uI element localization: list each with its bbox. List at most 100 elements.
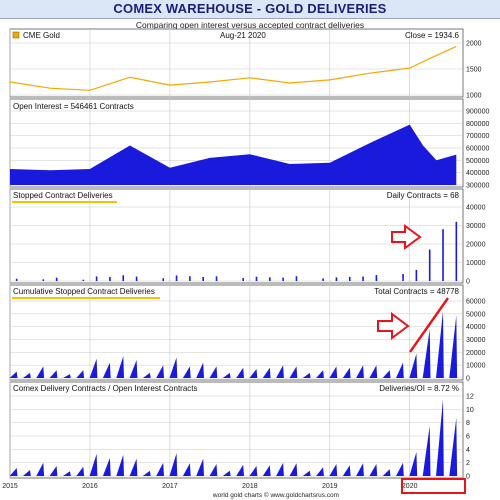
x-tick-label: 2015 [2, 483, 18, 490]
y-tick-label: 0 [466, 376, 470, 383]
open-interest-y-ticks: 300000 400000 500000 600000 700000 800000 9000… [466, 109, 489, 190]
delivery-bar [162, 278, 165, 281]
price-panel: CME Gold Aug-21 2020 Close = 1934.6 1000… [9, 28, 482, 100]
delivery-bar [295, 276, 298, 281]
daily-deliveries-grid [9, 189, 463, 283]
delivery-bar [15, 278, 18, 281]
price-panel-frame [9, 28, 464, 98]
delivery-bar [82, 279, 85, 281]
delivery-bar [335, 277, 338, 281]
y-tick-label: 50000 [466, 311, 486, 318]
delivery-bar [269, 277, 271, 281]
y-tick-label: 10000 [466, 260, 486, 267]
cumulative-label: Cumulative Stopped Contract Deliveries [13, 287, 155, 296]
cumulative-panel: Cumulative Stopped Contract Deliveries T… [9, 284, 486, 383]
y-tick-label: 40000 [466, 205, 486, 212]
delivery-bar [362, 276, 364, 281]
delivery-bar [348, 276, 351, 281]
price-close-label: Close = 1934.6 [405, 31, 460, 40]
y-tick-label: 30000 [466, 337, 486, 344]
ratio-label: Comex Delivery Contracts / Open Interest… [13, 384, 198, 393]
delivery-bar [95, 276, 98, 281]
x-tick-label: 2020 [402, 483, 418, 490]
y-tick-label: 10000 [466, 363, 486, 370]
footer-credit: world gold charts © www.goldchartsrus.co… [212, 491, 339, 499]
y-tick-label: 8 [466, 420, 470, 427]
delivery-bar [215, 276, 218, 281]
delivery-bar [42, 279, 45, 281]
y-tick-label: 4 [466, 447, 470, 454]
x-tick-label: 2016 [82, 483, 98, 490]
y-tick-label: 20000 [466, 350, 486, 357]
delivery-bar [322, 278, 324, 281]
daily-deliveries-y-ticks: 0 10000 20000 30000 40000 [466, 205, 486, 286]
y-tick-label: 1500 [466, 67, 482, 74]
y-tick-label: 400000 [466, 170, 489, 177]
y-tick-label: 12 [466, 394, 474, 401]
y-tick-label: 900000 [466, 109, 489, 116]
highlight-arrow-daily [391, 224, 422, 250]
ratio-area [9, 399, 458, 476]
trend-line [409, 297, 449, 353]
delivery-bar [55, 277, 58, 281]
ratio-y-ticks: 0 2 4 6 8 10 12 [466, 394, 474, 481]
gold-price-line [9, 45, 457, 91]
delivery-bar [442, 229, 444, 281]
delivery-bar [255, 276, 258, 281]
delivery-bar [135, 276, 138, 281]
price-date-label: Aug-21 2020 [220, 31, 266, 40]
cumulative-y-ticks: 0 10000 20000 30000 40000 50000 60000 [466, 299, 486, 383]
y-tick-label: 300000 [466, 183, 489, 190]
daily-contracts-label: Daily Contracts = 68 [387, 191, 460, 200]
cumulative-label-underline [12, 297, 160, 299]
ratio-panel: Comex Delivery Contracts / Open Interest… [9, 381, 474, 481]
y-tick-label: 600000 [466, 146, 489, 153]
open-interest-label: Open Interest = 546461 Contracts [13, 102, 134, 111]
y-tick-label: 30000 [466, 223, 486, 230]
daily-deliveries-bars [15, 221, 458, 281]
x-axis: 2015 2016 2017 2018 2019 2020 [2, 483, 417, 490]
delivery-bar [175, 275, 178, 281]
title-bar: COMEX WAREHOUSE - GOLD DELIVERIES [0, 0, 500, 19]
delivery-bar [242, 278, 244, 281]
legend-swatch-cme-gold [12, 31, 20, 39]
y-tick-label: 60000 [466, 299, 486, 306]
open-interest-area [10, 124, 457, 185]
ratio-value-label: Deliveries/OI = 8.72 % [379, 384, 459, 393]
delivery-bar [202, 276, 204, 281]
delivery-bar [415, 269, 418, 281]
highlight-arrow-cumulative [377, 312, 410, 340]
y-tick-label: 40000 [466, 324, 486, 331]
y-tick-label: 2000 [466, 41, 482, 48]
delivery-bar [428, 249, 431, 281]
delivery-bar [402, 273, 404, 281]
y-tick-label: 1000 [466, 93, 482, 100]
y-tick-label: 800000 [466, 121, 489, 128]
open-interest-panel: Open Interest = 546461 Contracts 300000 4… [9, 98, 489, 190]
highlight-box-2020 [401, 478, 466, 494]
y-tick-label: 6 [466, 434, 470, 441]
delivery-bar [122, 275, 125, 281]
daily-deliveries-label: Stopped Contract Deliveries [13, 191, 113, 200]
ratio-panel-frame [9, 381, 464, 479]
chart-subtitle: Comparing open interest versus accepted … [135, 20, 365, 30]
price-y-ticks: 1000 1500 2000 [466, 41, 482, 100]
x-tick-label: 2017 [162, 483, 178, 490]
y-tick-label: 700000 [466, 133, 489, 140]
delivery-bar [375, 275, 378, 281]
y-tick-label: 0 [466, 279, 470, 286]
delivery-bar [282, 277, 284, 281]
delivery-bar [455, 221, 458, 281]
cumulative-area [9, 311, 458, 378]
x-tick-label: 2019 [322, 483, 338, 490]
x-tick-label: 2018 [242, 483, 258, 490]
delivery-bar [189, 276, 191, 281]
chart-title: COMEX WAREHOUSE - GOLD DELIVERIES [113, 1, 387, 16]
daily-deliveries-label-underline [12, 201, 117, 203]
daily-deliveries-panel: Stopped Contract Deliveries Daily Contra… [9, 188, 486, 286]
y-tick-label: 10 [466, 407, 474, 414]
y-tick-label: 0 [466, 474, 470, 481]
total-contracts-label: Total Contracts = 48778 [374, 287, 459, 296]
delivery-bar [109, 276, 111, 281]
